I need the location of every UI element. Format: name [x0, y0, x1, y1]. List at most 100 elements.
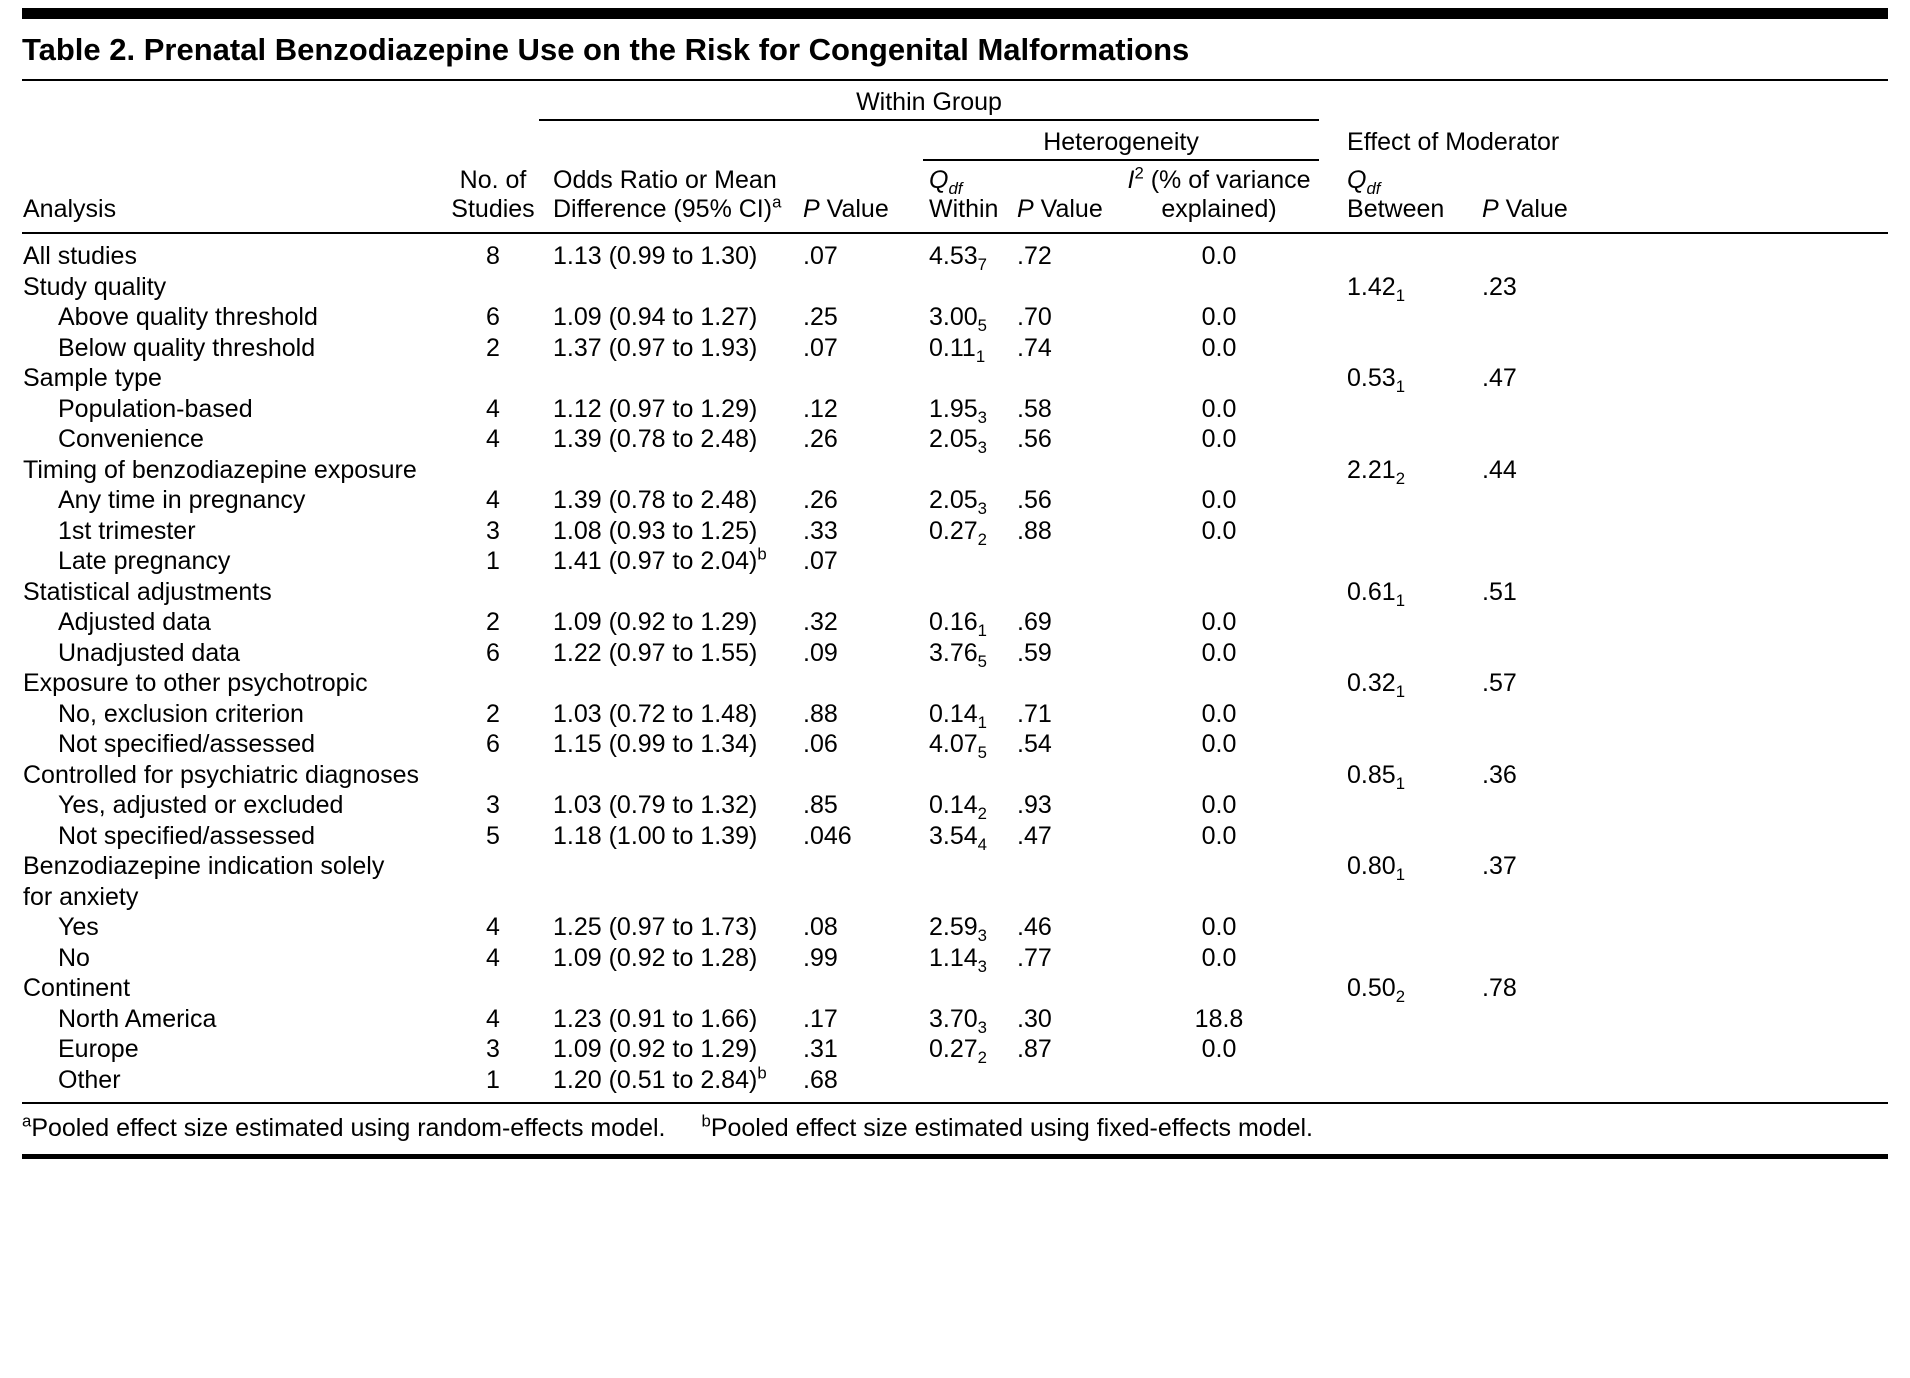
- cell-odds-ratio: 1.23 (0.91 to 1.66): [553, 1004, 758, 1033]
- cell-q-df-between: [1319, 912, 1457, 943]
- cell-no-of-studies: 3: [486, 1035, 500, 1063]
- cell-p-value: .07: [803, 242, 838, 270]
- cell-i-squared: 0.0: [1201, 242, 1237, 270]
- cell-p-value: .046: [803, 821, 852, 850]
- cell-p-value-moderator: [1457, 485, 1888, 516]
- cell-odds-ratio: 1.39 (0.78 to 2.48): [553, 486, 758, 514]
- cell-p-value: [797, 363, 923, 394]
- table-row: Not specified/assessed 5 1.18 (1.00 to 1…: [22, 821, 1888, 853]
- cell-analysis: Not specified/assessed: [58, 821, 316, 850]
- cell-no-of-studies: 6: [486, 730, 500, 758]
- cell-q-df-between: [1319, 233, 1457, 272]
- column-header-no-of-studies: No. of Studies: [447, 160, 539, 234]
- cell-q-df-within: 1.953: [929, 394, 987, 427]
- cell-q-df-within: 2.053: [929, 425, 987, 457]
- cell-p-value-heterogeneity: .93: [1017, 791, 1052, 819]
- cell-q-df-within: [923, 973, 1013, 1004]
- cell-p-value-moderator: [1457, 729, 1888, 760]
- cell-p-value: .07: [803, 333, 838, 362]
- cell-odds-ratio: 1.09 (0.92 to 1.29): [553, 1035, 758, 1063]
- cell-q-df-between: 2.212: [1347, 455, 1406, 488]
- cell-p-value-moderator: [1457, 1004, 1888, 1035]
- cell-q-df-between: [1319, 485, 1457, 516]
- cell-q-df-within: [923, 577, 1013, 608]
- cell-no-of-studies: 6: [486, 303, 500, 331]
- cell-q-df-within: 3.703: [929, 1004, 987, 1037]
- cell-q-df-within: [923, 760, 1013, 791]
- cell-p-value-moderator: [1457, 394, 1888, 425]
- cell-p-value: [797, 851, 923, 912]
- table-row: Exposure to other psychotropic 0.321 .57: [22, 668, 1888, 701]
- cell-analysis: Yes: [58, 913, 99, 941]
- cell-p-value-moderator: [1457, 546, 1888, 577]
- cell-p-value-moderator: [1457, 516, 1888, 547]
- cell-odds-ratio: 1.15 (0.99 to 1.34): [553, 730, 758, 758]
- top-rule: [22, 8, 1888, 19]
- cell-p-value-heterogeneity: [1013, 546, 1119, 577]
- cell-q-df-between: [1319, 821, 1457, 852]
- cell-no-of-studies: 3: [486, 516, 500, 545]
- cell-q-df-within: [923, 851, 1013, 912]
- cell-i-squared: 0.0: [1201, 791, 1237, 819]
- cell-i-squared: 0.0: [1201, 608, 1237, 636]
- cell-analysis: Yes, adjusted or excluded: [58, 791, 344, 819]
- table-row: Europe 3 1.09 (0.92 to 1.29) .31 0.272 .…: [22, 1034, 1888, 1066]
- cell-q-df-within: [923, 363, 1013, 394]
- cell-i-squared: 0.0: [1201, 333, 1237, 362]
- table-row: Controlled for psychiatric diagnoses 0.8…: [22, 760, 1888, 792]
- cell-no-of-studies: 1: [447, 1064, 539, 1104]
- cell-p-value: .32: [803, 608, 838, 636]
- cell-odds-ratio: [539, 760, 797, 791]
- cell-p-value-heterogeneity: .77: [1017, 943, 1052, 972]
- cell-p-value-moderator: .37: [1482, 852, 1517, 880]
- cell-no-of-studies: 4: [486, 943, 500, 972]
- table-row: Yes 4 1.25 (0.97 to 1.73) .08 2.593 .46 …: [22, 912, 1888, 944]
- cell-p-value-moderator: [1457, 638, 1888, 669]
- cell-analysis: Not specified/assessed: [58, 730, 316, 758]
- cell-p-value-heterogeneity: .56: [1017, 486, 1052, 514]
- cell-p-value-heterogeneity: [1013, 760, 1119, 791]
- cell-odds-ratio: [539, 363, 797, 394]
- cell-no-of-studies: [447, 760, 539, 791]
- cell-analysis: Population-based: [58, 394, 253, 423]
- cell-no-of-studies: [447, 363, 539, 394]
- cell-odds-ratio: 1.41 (0.97 to 2.04)b: [553, 544, 767, 575]
- cell-i-squared: [1119, 577, 1319, 608]
- cell-p-value: .25: [803, 303, 838, 331]
- cell-p-value: .06: [803, 730, 838, 758]
- cell-p-value: .26: [803, 425, 838, 453]
- cell-p-value-moderator: [1457, 333, 1888, 364]
- cell-q-df-within: 3.005: [929, 303, 987, 335]
- cell-p-value-moderator: [1457, 607, 1888, 638]
- table-row: Late pregnancy 1 1.41 (0.97 to 2.04)b .0…: [22, 546, 1888, 577]
- cell-odds-ratio: 1.39 (0.78 to 2.48): [553, 425, 758, 453]
- cell-q-df-between: [1319, 333, 1457, 364]
- cell-p-value-moderator: [1457, 233, 1888, 272]
- cell-q-df-between: 0.321: [1347, 669, 1406, 701]
- header-spacer: [22, 81, 539, 120]
- cell-odds-ratio: 1.03 (0.79 to 1.32): [553, 791, 758, 819]
- cell-q-df-within: [923, 272, 1013, 303]
- column-header-p-value-moderator: P Value: [1457, 160, 1889, 234]
- cell-analysis: No, exclusion criterion: [58, 699, 304, 728]
- cell-q-df-within: 0.142: [929, 791, 987, 823]
- cell-odds-ratio: [539, 272, 797, 303]
- cell-q-df-between: 0.611: [1347, 577, 1406, 610]
- cell-analysis: All studies: [23, 242, 137, 270]
- cell-odds-ratio: 1.09 (0.92 to 1.29): [553, 608, 758, 636]
- cell-p-value-heterogeneity: .74: [1017, 333, 1052, 362]
- bottom-rule: [22, 1154, 1888, 1159]
- cell-p-value: [797, 973, 923, 1004]
- cell-q-df-between: 1.421: [1347, 272, 1406, 305]
- cell-odds-ratio: 1.37 (0.97 to 1.93): [553, 333, 758, 362]
- cell-p-value: .12: [803, 394, 838, 423]
- cell-odds-ratio: 1.22 (0.97 to 1.55): [553, 638, 758, 667]
- cell-i-squared: 0.0: [1201, 486, 1237, 514]
- cell-q-df-between: [1319, 394, 1457, 425]
- cell-p-value-moderator: .47: [1482, 364, 1517, 392]
- cell-odds-ratio: [539, 577, 797, 608]
- cell-p-value-heterogeneity: .58: [1017, 394, 1052, 423]
- cell-q-df-between: 0.502: [1347, 974, 1406, 1006]
- table-row: Not specified/assessed 6 1.15 (0.99 to 1…: [22, 729, 1888, 761]
- cell-p-value-heterogeneity: .71: [1017, 699, 1052, 728]
